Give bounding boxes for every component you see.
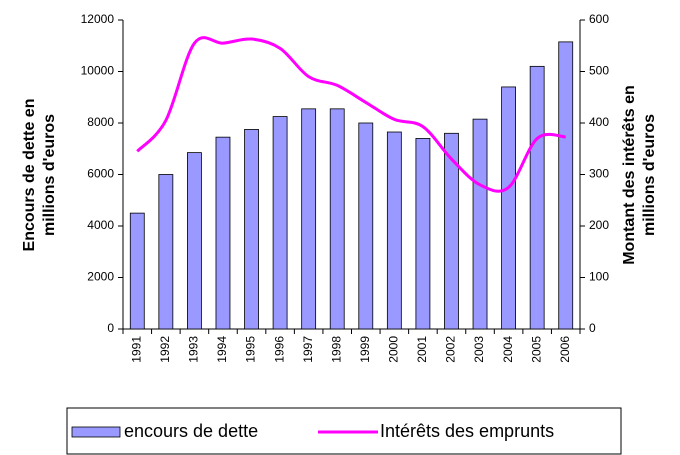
x-tick-label: 2006 [558,336,572,363]
x-tick-label: 1994 [215,336,229,363]
line [136,36,566,193]
y-tick-label: 12000 [81,12,115,26]
y-tick-label: 0 [107,321,114,335]
bar [386,131,402,330]
bar [529,65,545,330]
bar [272,116,288,330]
y2-tick-label: 400 [589,115,609,129]
x-tick-label: 2005 [529,336,543,363]
legend-swatch [71,426,121,438]
y2-tick-label: 0 [589,321,596,335]
bar [215,136,231,330]
bar [158,174,174,330]
bar [558,41,574,330]
bar [129,212,145,330]
y-tick-label: 6000 [87,167,114,181]
y2-tick-label: 100 [589,270,609,284]
bar [472,118,488,330]
y-axis-title: Encours de dette en [21,99,38,252]
y-axis-title: millions d'euros [41,114,58,236]
y2-tick-label: 200 [589,218,609,232]
x-tick-label: 2002 [444,336,458,363]
bar [444,132,459,330]
bar [415,138,431,330]
y-tick-label: 2000 [87,270,114,284]
x-tick-label: 2001 [415,336,429,363]
x-tick-label: 1992 [158,336,172,363]
x-tick-label: 2003 [472,336,486,363]
bar [358,122,374,330]
legend-label: Intérêts des emprunts [380,421,554,441]
x-tick-label: 1998 [329,336,343,363]
bar [244,129,259,330]
y-tick-label: 4000 [87,218,114,232]
y-tick-label: 10000 [81,64,115,78]
x-tick-label: 1999 [358,336,372,363]
x-tick-label: 2000 [387,336,401,363]
x-tick-label: 1997 [301,336,315,363]
y2-tick-label: 600 [589,12,609,26]
y2-axis-title: Montant des intérêts en [621,85,638,265]
y2-axis-title: millions d'euros [641,114,658,236]
x-tick-label: 1996 [272,336,286,363]
y2-tick-label: 300 [589,167,609,181]
bar [187,152,202,330]
x-tick-label: 2004 [501,336,515,363]
y2-tick-label: 500 [589,64,609,78]
bar [501,86,516,330]
x-tick-label: 1995 [244,336,258,363]
x-tick-label: 1991 [129,336,143,363]
bar [329,108,345,330]
legend-label: encours de dette [124,421,258,441]
bar [301,108,317,330]
y-tick-label: 8000 [87,115,114,129]
x-tick-label: 1993 [187,336,201,363]
